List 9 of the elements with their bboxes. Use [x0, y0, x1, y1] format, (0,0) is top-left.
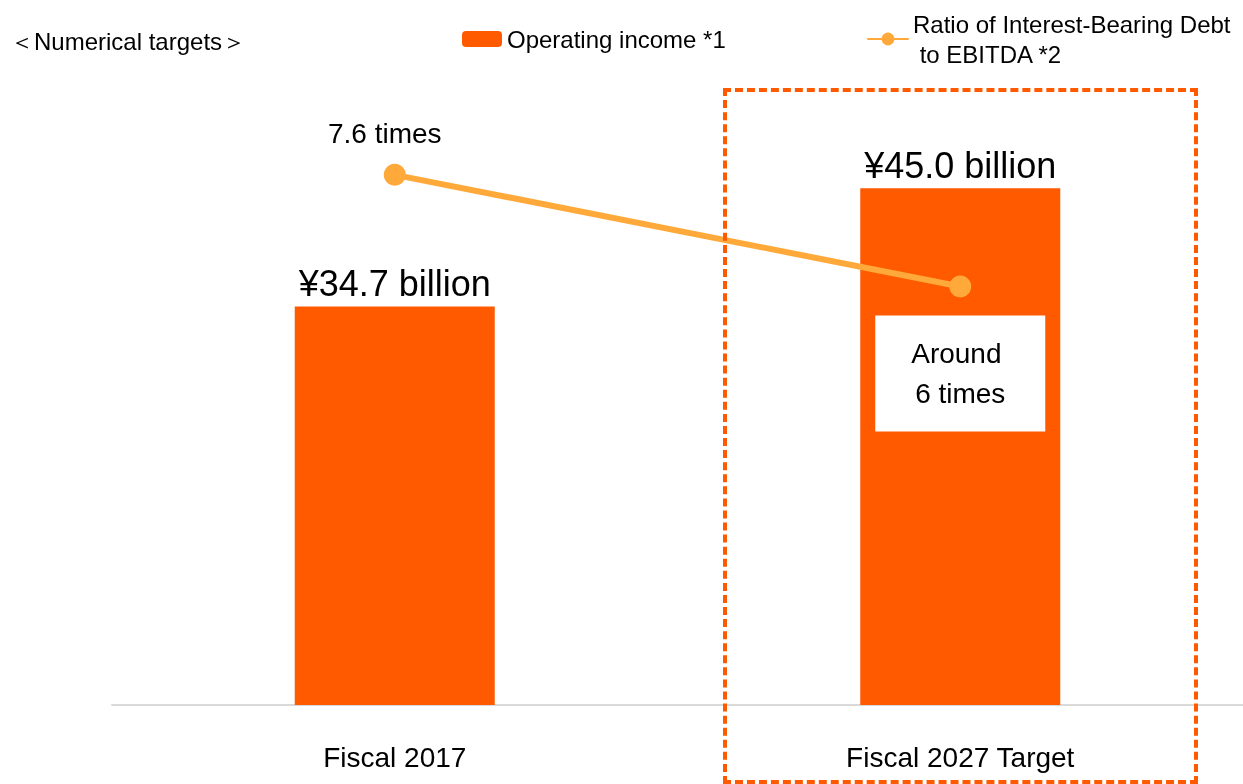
legend-label: Operating income *1 [507, 25, 726, 53]
chart-title: ＜Numerical targets＞ [10, 27, 247, 55]
data-label: Around 6 times [911, 337, 1010, 409]
data-label: 7.6 times [327, 118, 442, 150]
data-label: ¥45.0 billion [863, 144, 1057, 186]
x-tick-label: Fiscal 2017 [323, 741, 467, 773]
x-tick-label: Fiscal 2027 Target [846, 741, 1075, 773]
legend-label: Ratio of Interest-Bearing Debt to EBITDA *2 [913, 10, 1231, 68]
data-label: ¥34.7 billion [297, 262, 491, 304]
